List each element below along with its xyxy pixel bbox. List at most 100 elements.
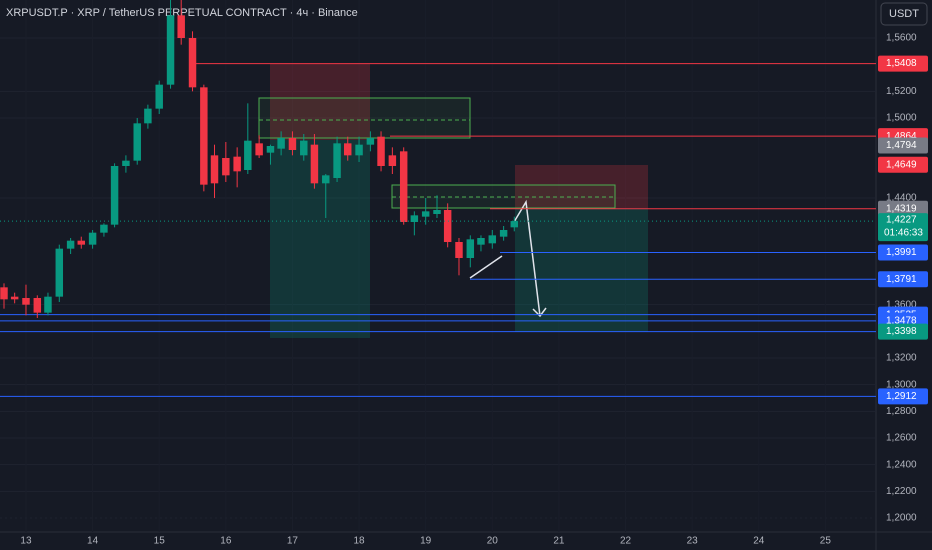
x-tick-label: 24 bbox=[753, 536, 765, 547]
chart-title: XRPUSDT.P · XRP / TetherUS PERPETUAL CON… bbox=[6, 7, 358, 19]
price-label: 1,4649 bbox=[886, 159, 917, 170]
candle-body bbox=[122, 160, 130, 166]
short-position-loss bbox=[515, 165, 648, 208]
candle-body bbox=[410, 215, 419, 222]
price-label: 1,4794 bbox=[886, 140, 917, 151]
y-tick-label: 1,2800 bbox=[886, 406, 917, 417]
x-tick-label: 21 bbox=[553, 536, 565, 547]
candle-body bbox=[344, 143, 352, 156]
price-label-box bbox=[878, 156, 928, 173]
y-tick-label: 1,3000 bbox=[886, 379, 917, 390]
candle-body bbox=[433, 210, 441, 214]
candle-body bbox=[222, 158, 230, 176]
candle-body bbox=[333, 143, 341, 178]
candle-body bbox=[33, 298, 42, 313]
price-label-box bbox=[878, 271, 928, 288]
candle-body bbox=[233, 156, 241, 172]
candle-body bbox=[22, 298, 30, 305]
price-label: 1,3478 bbox=[886, 316, 917, 327]
drawings bbox=[258, 64, 648, 338]
x-tick-label: 22 bbox=[620, 536, 632, 547]
candle-body bbox=[355, 144, 363, 156]
candle-body bbox=[266, 146, 275, 153]
candle-body bbox=[510, 221, 519, 228]
candle-body bbox=[177, 15, 185, 39]
y-tick-label: 1,5200 bbox=[886, 86, 917, 97]
candle-body bbox=[477, 238, 485, 245]
candle-body bbox=[110, 166, 119, 225]
price-label-box bbox=[878, 55, 928, 72]
candle-body bbox=[10, 296, 19, 300]
candle-body bbox=[55, 248, 64, 297]
candle-body bbox=[88, 232, 97, 245]
short-position-loss bbox=[270, 64, 370, 140]
candle-body bbox=[144, 108, 152, 124]
countdown-label: 01:46:33 bbox=[884, 228, 923, 239]
price-label: 1,3991 bbox=[886, 247, 917, 258]
y-tick-label: 1,3200 bbox=[886, 353, 917, 364]
price-label: 1,4319 bbox=[886, 203, 917, 214]
levels bbox=[0, 63, 876, 397]
candle-body bbox=[210, 155, 219, 184]
price-label-box bbox=[878, 388, 928, 405]
price-label-box bbox=[878, 244, 928, 261]
y-tick-label: 1,5600 bbox=[886, 33, 917, 44]
candle-body bbox=[100, 224, 108, 233]
price-label: 1,4864 bbox=[886, 131, 917, 142]
y-tick-label: 1,4400 bbox=[886, 193, 917, 204]
x-tick-label: 18 bbox=[353, 536, 365, 547]
grid bbox=[0, 37, 876, 519]
trend-line bbox=[469, 255, 503, 279]
candle-body bbox=[133, 123, 141, 161]
price-label-box bbox=[878, 137, 928, 154]
price-label: 1,2912 bbox=[886, 391, 917, 402]
price-label: 1,3398 bbox=[886, 326, 917, 337]
arrow-head bbox=[532, 307, 547, 318]
candle-body bbox=[77, 240, 86, 245]
x-tick-label: 23 bbox=[687, 536, 699, 547]
candle-body bbox=[288, 138, 297, 150]
y-tick-label: 1,2000 bbox=[886, 513, 917, 524]
candle-body bbox=[277, 138, 285, 149]
zone-box bbox=[258, 97, 471, 139]
candle-body bbox=[322, 175, 330, 184]
candle-body bbox=[188, 38, 197, 88]
currency-label[interactable]: USDT bbox=[889, 8, 919, 20]
y-tick-label: 1,2400 bbox=[886, 459, 917, 470]
price-label: 1,3791 bbox=[886, 274, 917, 285]
price-label: 1,5408 bbox=[886, 58, 917, 69]
price-label-box bbox=[878, 323, 928, 340]
price-label-box bbox=[878, 200, 928, 217]
x-tick-label: 25 bbox=[820, 536, 832, 547]
short-position-profit bbox=[270, 140, 370, 338]
candle-body bbox=[310, 144, 319, 184]
y-tick-label: 1,2200 bbox=[886, 486, 917, 497]
x-tick-label: 15 bbox=[154, 536, 166, 547]
current-price-box bbox=[878, 213, 928, 242]
y-tick-label: 1,5000 bbox=[886, 113, 917, 124]
x-tick-label: 17 bbox=[287, 536, 299, 547]
x-tick-label: 13 bbox=[20, 536, 32, 547]
candle-body bbox=[377, 136, 385, 166]
candle-body bbox=[443, 210, 452, 242]
candle-body bbox=[421, 211, 430, 217]
candles bbox=[0, 0, 519, 318]
candle-body bbox=[166, 15, 175, 85]
candle-body bbox=[499, 230, 508, 237]
candle-body bbox=[200, 87, 208, 185]
projection-arrow bbox=[513, 199, 541, 317]
x-tick-label: 16 bbox=[220, 536, 232, 547]
x-tick-label: 19 bbox=[420, 536, 432, 547]
x-tick-label: 20 bbox=[487, 536, 499, 547]
currency-button[interactable] bbox=[880, 2, 928, 26]
y-tick-label: 1,2600 bbox=[886, 433, 917, 444]
candle-body bbox=[455, 242, 463, 258]
candle-body bbox=[44, 296, 52, 313]
x-tick-label: 14 bbox=[87, 536, 99, 547]
candle-body bbox=[399, 151, 408, 222]
candle-body bbox=[466, 239, 475, 258]
current-price-label: 1,4227 bbox=[886, 215, 917, 226]
